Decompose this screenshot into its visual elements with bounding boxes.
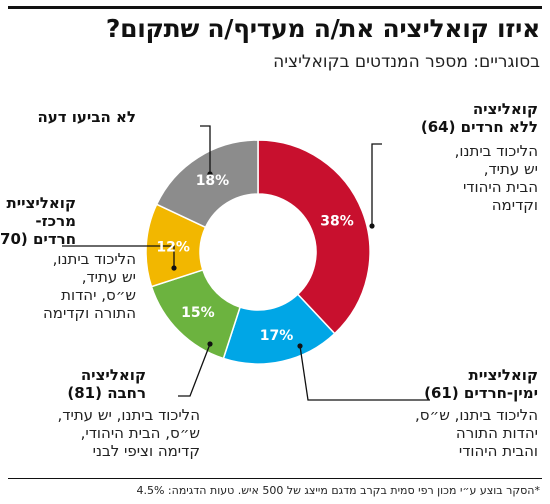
label-title-line: ללא חרדים (64): [420, 118, 538, 136]
label-parties-no-haredim: הליכוד ביתנו, יש עתיד, הבית היהודי וקדימ…: [455, 142, 538, 214]
slice-label-dont_know: 18%: [196, 173, 230, 189]
label-title-right-haredim: קואליציית ימין-חרדים (61): [424, 366, 538, 402]
label-parties-right-haredim: הליכוד ביתנו, ש״ס, יהדות התורה והבית היה…: [415, 406, 538, 460]
label-parties-line: הליכוד ביתנו, יש עתיד,: [57, 406, 200, 424]
label-title-line: מרכז-: [35, 212, 76, 230]
leader-dot-wide: [207, 341, 213, 347]
label-title-no-haredim: קואליציה ללא חרדים (64): [421, 100, 538, 136]
label-title-line: קואליציה: [472, 100, 538, 118]
label-parties-line: הליכוד ביתנו, ש״ס,: [415, 406, 538, 424]
label-parties-line: ש״ס, הבית היהודי,: [80, 424, 200, 442]
leader-dot-right_haredim: [297, 343, 303, 349]
label-title-wide: קואליציה רחבה (81): [67, 366, 146, 402]
label-parties-wide: הליכוד ביתנו, יש עתיד, ש״ס, הבית היהודי,…: [58, 406, 200, 460]
leader-dot-center_haredim: [171, 265, 177, 271]
slice-label-no_haredim: 38%: [320, 214, 354, 230]
label-parties-line: קדימה וציפי לבני: [92, 442, 200, 460]
label-parties-line: והבית היהודי: [458, 442, 538, 460]
label-parties-line: ש״ס, יהדות: [61, 286, 136, 304]
label-title-line: קואליציית: [6, 194, 76, 212]
label-title-line: ימין-חרדים (61): [424, 384, 538, 402]
label-parties-line: התורה וקדימה: [42, 304, 136, 322]
label-title-center-haredim: קואליציית מרכז- חרדים (70): [0, 194, 76, 248]
slice-no_haredim: [257, 139, 371, 335]
leader-line-no_haredim: [371, 143, 382, 226]
label-parties-line: הבית היהודי: [462, 178, 538, 196]
label-parties-line: וקדימה: [491, 196, 538, 214]
label-title-line: קואליציית: [468, 366, 538, 384]
slice-label-right_haredim: 17%: [260, 328, 294, 344]
label-title-line: חרדים (70): [0, 230, 76, 248]
label-title-line: רחבה (81): [67, 384, 146, 402]
slice-label-wide: 15%: [181, 305, 215, 321]
footnote-rule: [8, 478, 542, 479]
leader-dot-no_haredim: [369, 223, 375, 229]
label-title-dont-know: לא הביעו דעה: [37, 108, 136, 126]
slice-label-center_haredim: 12%: [156, 240, 190, 256]
leader-line-center_haredim: [62, 245, 175, 268]
page-title: איזו קואליציה את/ה מעדיף/ה שתקום?: [105, 14, 540, 43]
footnote: *הסקר בוצע ע״י מכון רפי סמית בקרב מדגם מ…: [136, 484, 540, 497]
page-subtitle: בסוגריים: מספר המנדטים בקואליציה: [273, 52, 540, 72]
label-title-line: לא הביעו דעה: [37, 108, 136, 126]
label-parties-line: יהדות התורה: [455, 424, 538, 442]
label-parties-line: יש עתיד,: [81, 268, 136, 286]
leader-line-right_haredim: [299, 345, 430, 401]
label-parties-line: הליכוד ביתנו,: [454, 142, 538, 160]
leader-line-wide: [178, 343, 211, 397]
leader-dot-dont_know: [207, 171, 213, 177]
label-parties-line: הליכוד ביתנו,: [52, 250, 136, 268]
label-title-line: קואליציה: [80, 366, 146, 384]
label-parties-line: יש עתיד,: [483, 160, 538, 178]
slice-dont_know: [155, 139, 259, 229]
label-parties-center-haredim: הליכוד ביתנו, יש עתיד, ש״ס, יהדות התורה …: [43, 250, 136, 322]
top-rule: [8, 6, 542, 9]
leader-line-dont_know: [200, 125, 211, 174]
